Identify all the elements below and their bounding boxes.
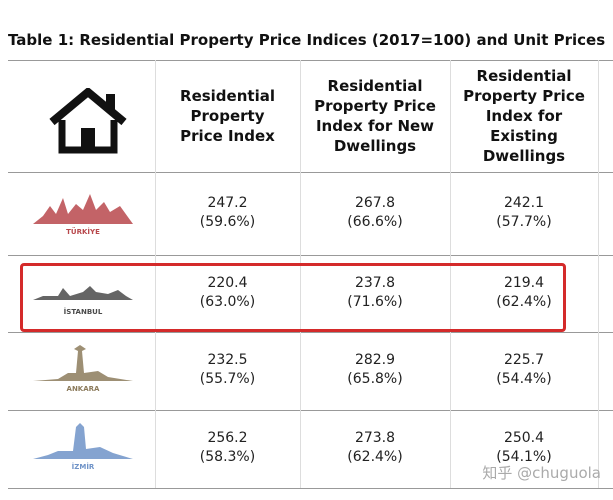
percent-change: (58.3%) <box>199 449 256 465</box>
city-label: TÜRKİYE <box>66 227 100 236</box>
index-value: 232.5 <box>207 352 248 368</box>
index-value: 237.8 <box>354 274 396 291</box>
index-value: 220.4 <box>207 274 248 291</box>
percent-change: (65.8%) <box>347 371 403 387</box>
table-cell: 220.4 (63.0%) <box>155 274 300 312</box>
skyline <box>33 285 133 300</box>
city-label: İZMİR <box>71 463 95 471</box>
table-cell: 237.8 (71.6%) <box>300 274 450 312</box>
row-rule <box>8 255 613 256</box>
house-icon <box>49 88 127 154</box>
row-rule <box>8 332 613 333</box>
table-cell: 242.1 (57.7%) <box>450 194 598 232</box>
index-value: 282.9 <box>354 352 396 368</box>
skyline-shape <box>33 193 133 224</box>
table-title: Table 1: Residential Property Price Indi… <box>8 31 606 49</box>
column-header: Residential Property Price Index for Exi… <box>463 67 585 165</box>
index-value: 247.2 <box>207 194 248 211</box>
percent-change: (54.4%) <box>496 371 552 387</box>
percent-change: (71.6%) <box>347 293 403 310</box>
skyline <box>33 193 133 224</box>
highlight-box <box>20 263 566 332</box>
watermark: 知乎 @chuguola <box>482 464 601 482</box>
table-cell: 282.9 (65.8%) <box>300 351 450 389</box>
percent-change: (63.0%) <box>199 293 256 310</box>
percent-change: (59.6%) <box>199 213 256 230</box>
city-label: İSTANBUL <box>63 307 103 316</box>
percent-change: (62.4%) <box>496 293 552 310</box>
index-value: 273.8 <box>354 430 396 446</box>
table-cell: 247.2 (59.6%) <box>155 194 300 232</box>
column-rule <box>155 60 156 488</box>
table-cell: 219.4 (62.4%) <box>450 274 598 312</box>
row-rule <box>8 172 613 173</box>
table-cell: 273.8 (62.4%) <box>300 429 450 467</box>
column-header: Residential Property Price Index for New… <box>314 77 436 155</box>
table-cell: 250.4 (54.1%) <box>450 429 598 467</box>
percent-change: (57.7%) <box>496 213 552 230</box>
percent-change: (62.4%) <box>347 449 403 465</box>
percent-change: (55.7%) <box>199 371 256 387</box>
column-header: Residential Property Price Index <box>180 87 275 145</box>
skyline-shape <box>33 285 133 300</box>
table-cell: 225.7 (54.4%) <box>450 351 598 389</box>
index-value: 256.2 <box>207 430 248 446</box>
row-rule <box>8 410 613 411</box>
index-value: 250.4 <box>503 430 545 446</box>
skyline <box>33 423 133 459</box>
table-cell: 232.5 (55.7%) <box>155 351 300 389</box>
percent-change: (66.6%) <box>347 213 403 230</box>
index-value: 219.4 <box>503 274 545 291</box>
city-label: ANKARA <box>66 385 100 393</box>
index-value: 225.7 <box>503 352 545 368</box>
skyline <box>33 345 133 381</box>
skyline-shape <box>33 423 133 459</box>
column-rule <box>598 60 599 488</box>
column-rule <box>300 60 301 488</box>
index-value: 267.8 <box>354 194 396 211</box>
table-cell: 256.2 (58.3%) <box>155 429 300 467</box>
table-cell: 267.8 (66.6%) <box>300 194 450 232</box>
row-rule <box>8 60 613 61</box>
index-value: 242.1 <box>503 194 545 211</box>
percent-change: (54.1%) <box>496 449 552 465</box>
row-rule <box>8 488 613 489</box>
column-rule <box>450 60 451 488</box>
skyline-shape <box>33 345 133 381</box>
